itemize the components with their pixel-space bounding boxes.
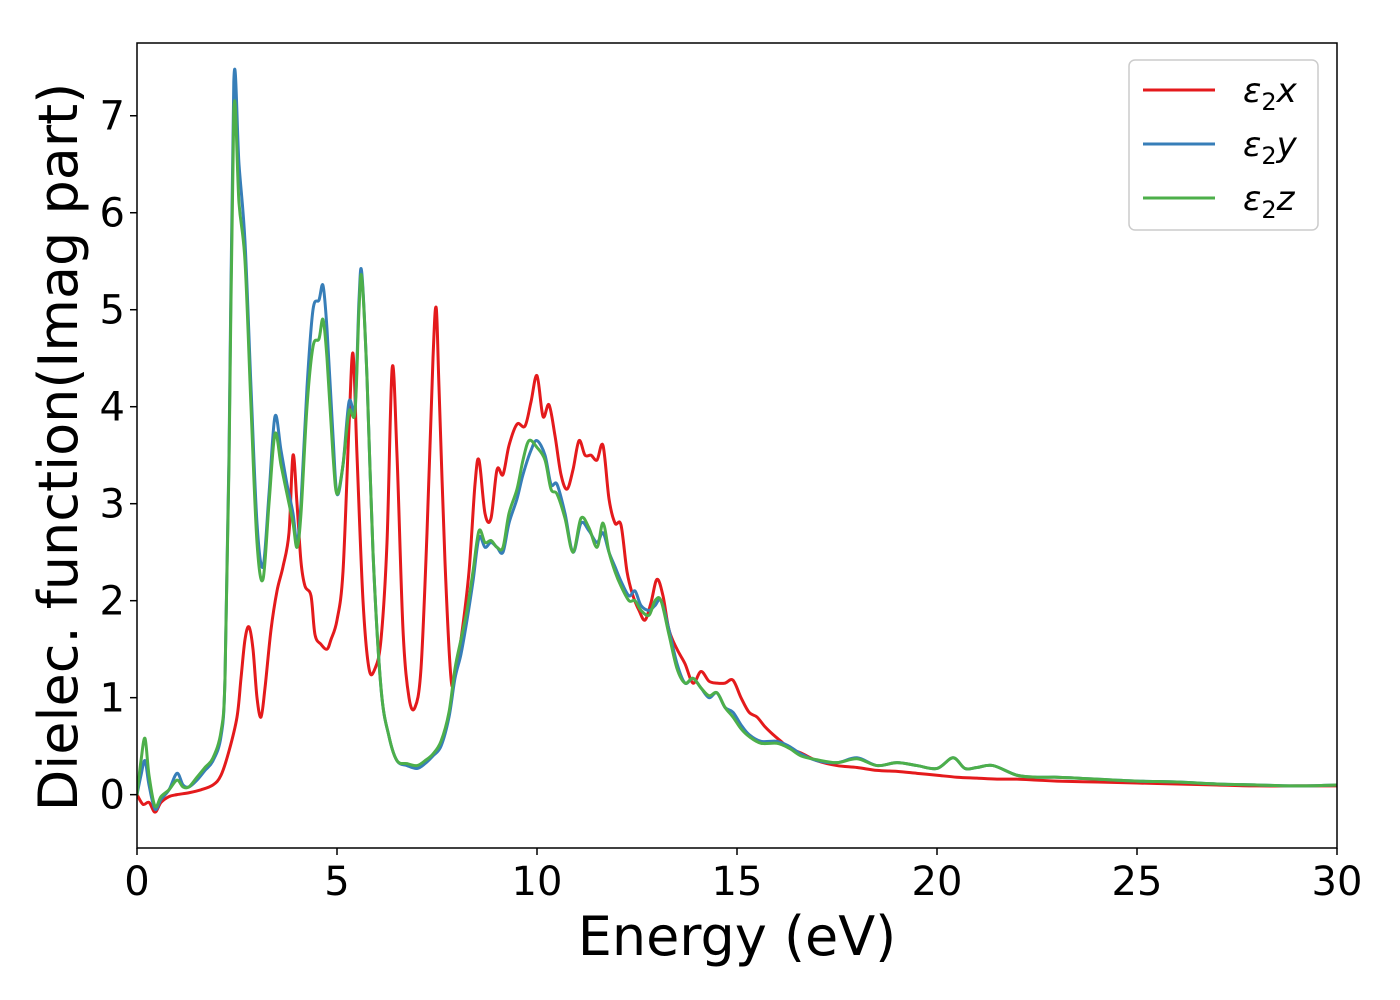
legend-label-base: ε [1243,71,1261,111]
y-tick-label: 2 [100,579,125,625]
legend-label-x: ε2x [1243,71,1298,116]
x-tick-label: 15 [712,859,763,905]
y-tick-label: 3 [100,482,125,528]
y-axis-label: Dielec. function(Imag part) [27,83,90,812]
y-tick-label: 1 [100,676,125,722]
y-tick-label: 4 [100,385,125,431]
legend-box [1128,59,1319,231]
series-layer [137,67,1337,814]
legend-label-z: ε2z [1243,179,1296,224]
x-tick-label: 25 [1112,859,1163,905]
legend-label-base: ε [1243,179,1261,219]
legend-label-subscript: 2 [1261,142,1276,170]
series-line-z [137,99,1337,809]
legend-label-y: ε2y [1243,125,1298,170]
y-axis: 0 1 2 3 4 5 6 7 [100,94,137,819]
legend-label-variable: x [1276,71,1298,111]
y-tick-label: 6 [100,191,125,237]
legend-label-subscript: 2 [1261,196,1276,224]
x-tick-label: 30 [1312,859,1363,905]
x-axis: 0 5 10 15 20 25 30 [124,848,1362,905]
legend-label-variable: y [1276,125,1298,165]
legend-label-variable: z [1276,179,1296,219]
x-tick-label: 10 [512,859,563,905]
legend-label-base: ε [1243,125,1261,165]
x-tick-label: 0 [124,859,149,905]
y-tick-label: 0 [100,773,125,819]
y-tick-label: 5 [100,288,125,334]
legend-label-subscript: 2 [1261,88,1276,116]
x-axis-label: Energy (eV) [578,905,897,968]
x-tick-label: 5 [324,859,349,905]
x-tick-label: 20 [912,859,963,905]
y-tick-label: 7 [100,94,125,140]
